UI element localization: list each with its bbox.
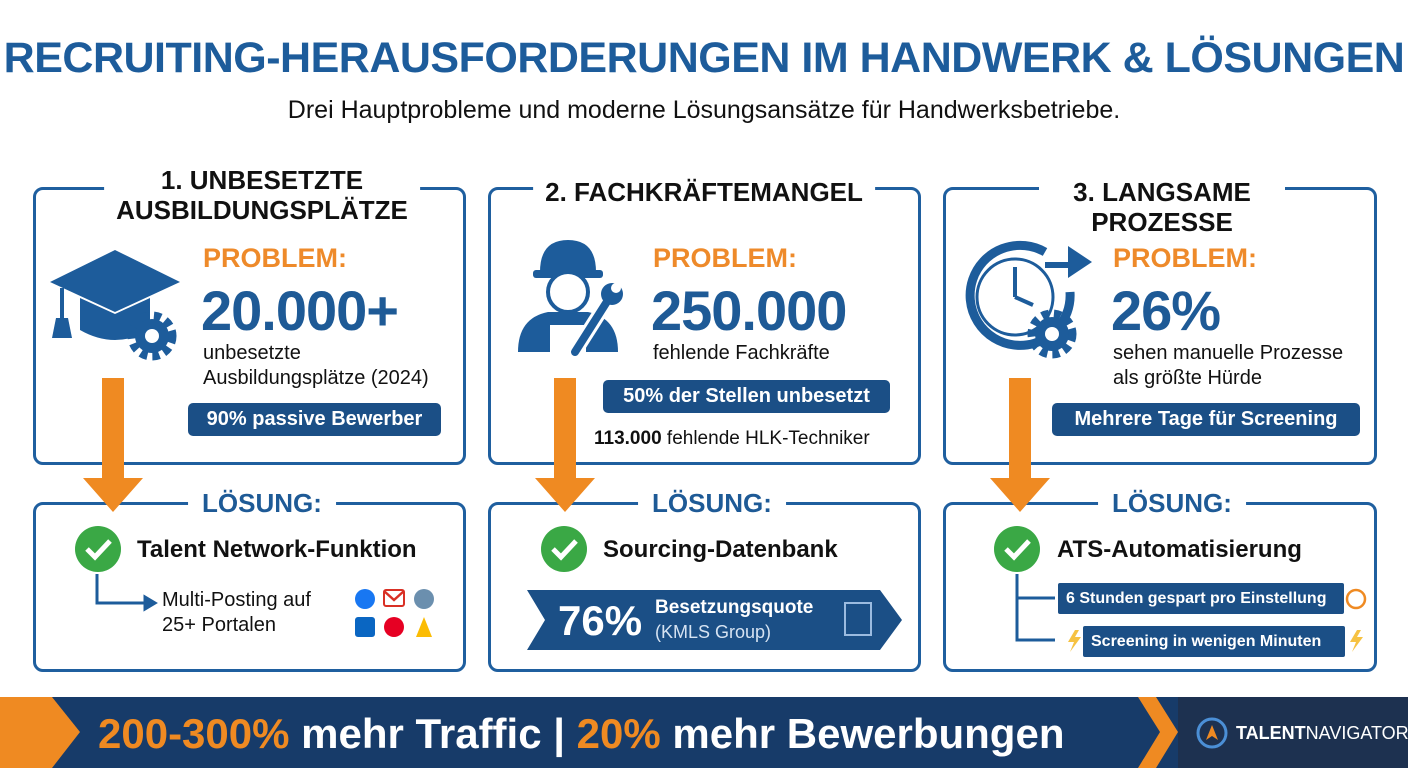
text-line: als größte Hürde xyxy=(1113,367,1262,389)
worker-icon xyxy=(518,240,623,356)
solution-item: 6 Stunden gespart pro Einstellung xyxy=(1058,583,1344,614)
text-line: fehlende HLK-Techniker xyxy=(666,428,870,449)
building-icon xyxy=(844,602,872,636)
check-icons xyxy=(75,526,1040,572)
text-line: 200-300% xyxy=(98,710,290,757)
bolt-icon xyxy=(1350,630,1363,652)
footer-claim: 200-300% mehr Traffic | 20% mehr Bewerbu… xyxy=(98,710,1064,758)
badge: 50% der Stellen unbesetzt xyxy=(603,380,890,413)
gear-icon xyxy=(1027,309,1077,359)
badge: 90% passive Bewerber xyxy=(188,403,441,436)
text-line: Multi-Posting auf xyxy=(162,589,311,611)
text-line: 20% xyxy=(576,710,661,757)
bolt-icon xyxy=(1068,630,1081,652)
footer-chevron xyxy=(1138,697,1178,768)
solution-label: LÖSUNG: xyxy=(1098,488,1246,519)
stat-banner xyxy=(527,590,902,650)
problem-stat: 20.000+ xyxy=(201,279,399,342)
banner-stat: 76% xyxy=(558,597,643,644)
problem-stat: 250.000 xyxy=(651,279,847,342)
text-line: mehr Traffic | xyxy=(301,710,565,757)
problem-text: sehen manuelle Prozesse als größte Hürde xyxy=(1113,341,1343,391)
solution-title: ATS-Automatisierung xyxy=(1057,536,1302,563)
timer-icon xyxy=(1345,588,1367,610)
solution-item: Screening in wenigen Minuten xyxy=(1083,626,1345,657)
solution-label: LÖSUNG: xyxy=(638,488,786,519)
banner-source: (KMLS Group) xyxy=(655,622,772,642)
text-line: mehr Bewerbungen xyxy=(672,710,1065,757)
solution-title: Talent Network-Funktion xyxy=(137,536,417,563)
gear-icon xyxy=(127,311,177,361)
text-line: Ausbildungsplätze (2024) xyxy=(203,367,429,389)
solution-detail: Multi-Posting auf 25+ Portalen xyxy=(162,588,311,638)
logo-text: TALENTNAVIGATOR xyxy=(1236,723,1408,744)
text-line: 25+ Portalen xyxy=(162,614,276,636)
column-title: 1. UNBESETZTE AUSBILDUNGSPLÄTZE xyxy=(104,165,420,225)
problem-label: PROBLEM: xyxy=(1113,243,1257,273)
text-line: 1. UNBESETZTE xyxy=(160,165,364,195)
banner-label: Besetzungsquote xyxy=(655,597,814,618)
graduation-icon xyxy=(50,250,180,340)
text-line: NAVIGATOR xyxy=(1305,723,1408,743)
page-title: RECRUITING-HERAUSFORDERUNGEN IM HANDWERK… xyxy=(3,34,1405,82)
flow-arrows xyxy=(83,378,1050,512)
column-title: 2. FACHKRÄFTEMANGEL xyxy=(533,177,875,207)
problem-label: PROBLEM: xyxy=(203,243,347,273)
solution-title: Sourcing-Datenbank xyxy=(603,536,838,563)
footer-chevron xyxy=(0,697,80,768)
problem-text: unbesetzte Ausbildungsplätze (2024) xyxy=(203,341,429,391)
problem-stat: 26% xyxy=(1111,279,1221,342)
text-line: sehen manuelle Prozesse xyxy=(1113,342,1344,364)
note: 113.000 fehlende HLK-Techniker xyxy=(594,426,870,451)
page-subtitle: Drei Hauptprobleme und moderne Lösungsan… xyxy=(287,96,1121,124)
text-line: AUSBILDUNGSPLÄTZE xyxy=(116,195,408,225)
problem-label: PROBLEM: xyxy=(653,243,797,273)
text-line: 113.000 xyxy=(594,428,662,449)
problem-text: fehlende Fachkräfte xyxy=(653,342,830,364)
column-title: 3. LANGSAME PROZESSE xyxy=(1039,177,1285,237)
connectors xyxy=(95,574,1055,642)
text-line: TALENT xyxy=(1236,723,1306,743)
portal-icons xyxy=(355,589,434,637)
text-line: unbesetzte xyxy=(203,342,301,364)
logo-area xyxy=(1178,697,1408,768)
badge: Mehrere Tage für Screening xyxy=(1052,403,1360,436)
solution-label: LÖSUNG: xyxy=(188,488,336,519)
logo-icon xyxy=(1196,717,1228,749)
